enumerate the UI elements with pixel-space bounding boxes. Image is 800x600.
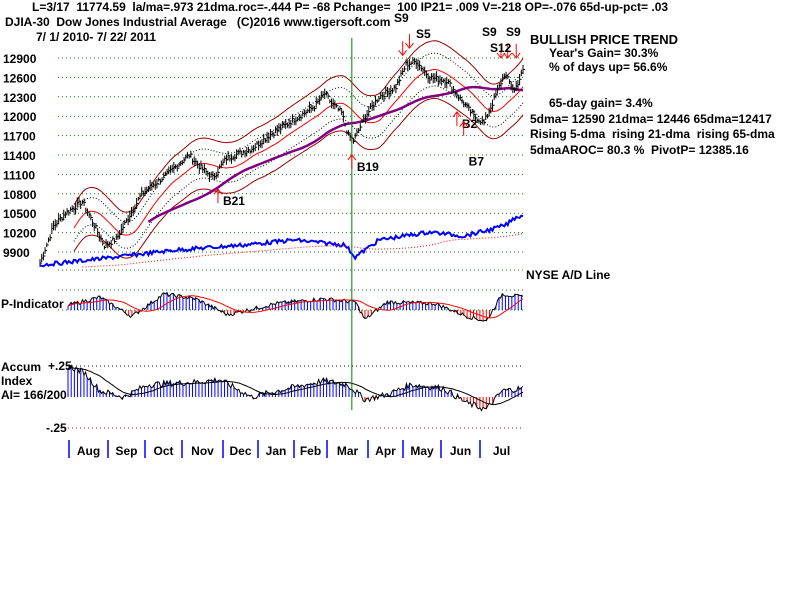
sell-signal-label: S9 xyxy=(506,25,521,39)
y-tick-label: 11400 xyxy=(3,149,36,163)
band-line xyxy=(73,40,524,213)
dma-rising: Rising 5-dma rising 21-dma rising 65-dma xyxy=(530,127,775,141)
sell-signal-label: S5 xyxy=(416,27,431,41)
month-label: Feb xyxy=(300,444,321,458)
month-label: Mar xyxy=(337,444,359,458)
buy-signal-label: B21 xyxy=(223,194,245,208)
years-gain: Year's Gain= 30.3% xyxy=(549,46,659,60)
band-line xyxy=(73,97,524,259)
month-label: Dec xyxy=(229,444,251,458)
buy-signal-label: B2 xyxy=(462,117,478,131)
month-label: Jan xyxy=(266,444,287,458)
sell-signal-label: S9 xyxy=(482,25,497,39)
y-tick-label: 10200 xyxy=(3,227,37,241)
y-tick-label: 12300 xyxy=(3,91,37,105)
days-up: % of days up= 56.6% xyxy=(549,60,668,74)
dma-values: 5dma= 12590 21dma= 12446 65dma=12417 xyxy=(530,112,772,126)
aroc-pivot: 5dmaAROC= 80.3 % PivotP= 12385.16 xyxy=(530,143,749,157)
month-label: Apr xyxy=(375,444,396,458)
y-tick-label: 10800 xyxy=(3,188,37,202)
ma65-line xyxy=(147,85,524,223)
ma21-line xyxy=(73,69,524,236)
sell-arrow-head-icon xyxy=(405,42,414,49)
ai-outline xyxy=(67,364,524,412)
buy-arrow-head-icon xyxy=(213,188,223,195)
month-label: Aug xyxy=(77,444,100,458)
y-tick-label: 9900 xyxy=(3,246,30,260)
buy-signal-label: B7 xyxy=(469,155,485,169)
month-label: Jun xyxy=(450,444,471,458)
y-tick-label: 12000 xyxy=(3,110,37,124)
month-label: Sep xyxy=(115,444,137,458)
ai-bottom-tick: -.25 xyxy=(46,421,67,435)
y-tick-label: 11100 xyxy=(3,168,35,182)
month-label: Jul xyxy=(493,444,510,458)
gain-65: 65-day gain= 3.4% xyxy=(549,96,653,110)
ad-line xyxy=(39,214,524,268)
ad-line-label: NYSE A/D Line xyxy=(526,268,611,282)
sell-signal-label: S12 xyxy=(490,41,512,55)
date-range: 7/ 1/ 2010- 7/ 22/ 2011 xyxy=(36,30,157,44)
buy-arrow-head-icon xyxy=(452,111,462,118)
sell-signal-label: S9 xyxy=(394,11,409,25)
ai-ma-line xyxy=(67,366,524,406)
sell-arrow-head-icon xyxy=(398,49,408,57)
ad-ma-line xyxy=(82,232,524,268)
p-indicator-label: P-Indicator xyxy=(1,297,64,311)
buy-signal-label: B19 xyxy=(357,160,379,174)
p-indicator-ma-line xyxy=(67,295,524,319)
buy-arrow-head-icon xyxy=(459,120,469,127)
ai-value: AI= 166/200 xyxy=(1,388,67,402)
buy-arrow-head-icon xyxy=(347,154,357,161)
y-tick-label: 10500 xyxy=(3,207,37,221)
sell-arrow-head-icon xyxy=(511,52,521,59)
y-tick-label: 12900 xyxy=(3,52,37,66)
month-label: Nov xyxy=(191,444,214,458)
header-stats: L=3/17 11774.59 la/ma=.973 21dma.roc=-.4… xyxy=(32,0,669,14)
trend-label: BULLISH PRICE TREND xyxy=(530,32,679,47)
y-tick-label: 12600 xyxy=(3,71,37,85)
chart-title: DJIA-30 Dow Jones Industrial Average (C)… xyxy=(5,15,391,29)
sell-arrow-head-icon xyxy=(496,52,506,59)
month-label: Oct xyxy=(153,444,173,458)
ai-top-tick: +.25 xyxy=(48,359,72,373)
accum-label: Accum xyxy=(1,360,42,374)
p-indicator-outline xyxy=(67,291,524,322)
band-line xyxy=(73,52,524,223)
sell-arrow-head-icon xyxy=(503,52,513,59)
index-label: Index xyxy=(1,374,33,388)
month-label: May xyxy=(410,444,434,458)
y-tick-label: 11700 xyxy=(3,130,36,144)
